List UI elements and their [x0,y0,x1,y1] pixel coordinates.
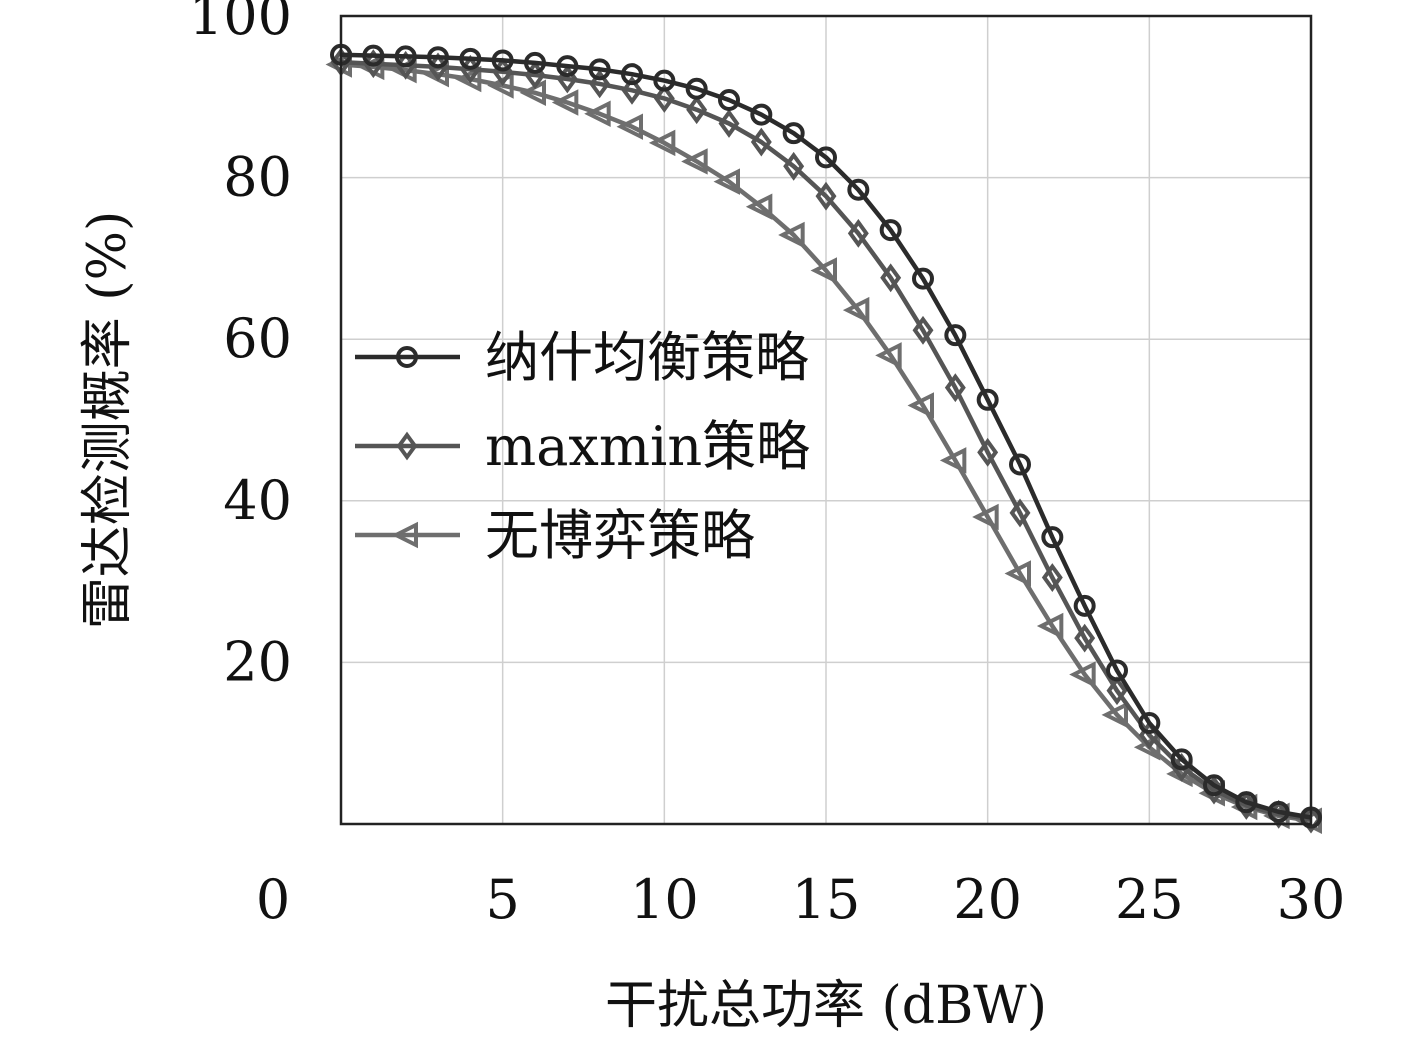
data-point [842,296,870,324]
data-point [972,503,999,531]
data-point [944,373,966,403]
tick-labels: 0 5 10 15 20 25 30 20 40 60 80 100 [189,0,1345,931]
data-point [1170,748,1193,771]
data-point [1106,676,1128,706]
legend-label: 无博弈策略 [485,504,755,567]
x-tick-label: 10 [630,868,699,931]
data-point [939,447,967,474]
data-point [815,181,837,211]
data-point [783,151,805,181]
data-point [648,129,676,157]
data-point [912,267,934,290]
data-point [1235,791,1258,814]
data-point [686,95,708,125]
data-point [875,342,902,369]
data-point [880,263,902,293]
x-tick-label: 5 [485,868,519,931]
y-tick-label: 40 [223,469,292,532]
data-point [745,193,773,220]
data-point [810,257,837,284]
data-point [1041,526,1064,549]
data-point [1004,560,1031,587]
data-point [778,221,805,249]
data-point [1106,659,1128,682]
legend-marker [391,521,418,549]
data-point [459,47,482,70]
data-point [1009,498,1031,528]
data-point [362,44,385,67]
data-point [750,127,772,157]
y-tick-label: 20 [223,630,292,693]
data-point [1267,800,1290,823]
data-point [847,178,870,201]
data-point [977,437,999,467]
data-point [1138,712,1161,734]
y-axis-label: 雷达检测概率 (%) [78,211,138,630]
data-point [454,65,482,93]
legend-marker [396,431,418,461]
legend-label: maxmin策略 [485,415,810,478]
data-point [427,46,449,69]
data-point [653,84,675,113]
data-point [621,63,643,86]
y-tick-label: 80 [223,146,292,209]
data-point [713,168,740,195]
series-1 [330,43,1322,829]
data-point [847,218,869,248]
data-point [524,51,546,74]
x-axis-label: 干扰总功率 (dBW) [605,976,1047,1036]
data-point [589,69,611,99]
data-point [944,324,967,347]
legend-label: 纳什均衡策略 [485,326,809,389]
data-point [584,100,611,128]
data-point [1036,612,1064,640]
data-point [782,122,805,145]
legend-entry: maxmin策略 [355,415,810,478]
plot-frame [339,14,1313,826]
data-point [621,75,643,105]
data-point [362,49,384,79]
legend-marker [396,346,418,368]
series-line [340,52,1312,820]
data-point [588,58,611,81]
data-point [653,69,676,92]
data-point [912,315,934,345]
series-3 [325,51,1322,835]
x-tick-label: 0 [256,868,290,931]
legend-entry: 无博弈策略 [355,504,755,567]
x-tick-label: 25 [1115,868,1184,931]
data-point [394,45,417,68]
data-point [1101,701,1128,729]
series-line [340,59,1312,822]
data-point [491,49,514,72]
data-point [750,103,773,126]
data-point [1074,623,1096,653]
data-point [556,55,579,78]
data-point [976,388,999,411]
data-point [685,77,708,100]
data-point [718,109,740,138]
data-point [1203,774,1225,797]
data-point [879,219,902,242]
data-point [681,148,708,175]
x-tick-label: 15 [792,868,861,931]
x-tick-label: 30 [1277,868,1346,931]
y-tick-label: 100 [189,0,292,47]
data-point [1069,661,1096,688]
legend-entry: 纳什均衡策略 [355,326,809,389]
data-point [1073,594,1096,617]
data-point [907,392,934,419]
data-point [1009,453,1031,476]
data-point [718,89,740,112]
data-point [551,89,579,116]
x-tick-label: 20 [953,868,1022,931]
series-layer [325,43,1322,835]
data-point [1041,563,1063,592]
y-tick-label: 60 [223,307,292,370]
data-point [616,113,643,140]
data-point [815,146,837,169]
